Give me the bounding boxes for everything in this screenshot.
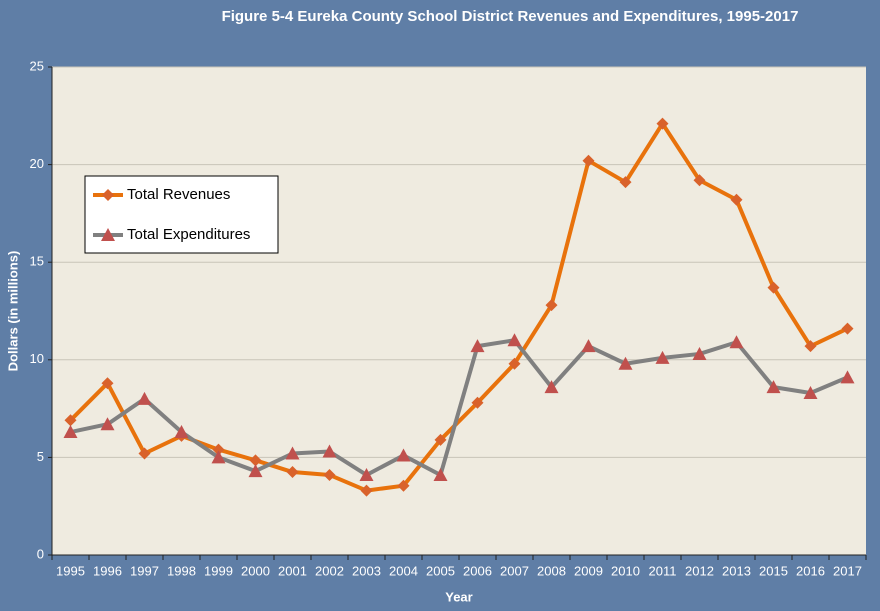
x-tick-label: 2013 xyxy=(722,563,751,578)
chart-title: Figure 5-4 Eureka County School District… xyxy=(222,8,799,25)
x-tick-label: 1999 xyxy=(204,563,233,578)
x-tick-label: 2015 xyxy=(759,563,788,578)
x-tick-label: 2012 xyxy=(685,563,714,578)
data-point xyxy=(766,380,781,394)
data-point xyxy=(286,466,299,479)
data-point xyxy=(803,385,818,399)
data-point xyxy=(211,450,226,464)
data-point xyxy=(730,193,743,206)
legend-marker xyxy=(102,189,114,201)
x-tick-label: 2009 xyxy=(574,563,603,578)
data-point xyxy=(471,396,484,409)
x-tick-label: 2008 xyxy=(537,563,566,578)
data-point xyxy=(63,425,78,439)
data-point xyxy=(545,299,558,312)
x-tick-label: 2003 xyxy=(352,563,381,578)
data-point xyxy=(544,380,559,394)
x-tick-label: 2005 xyxy=(426,563,455,578)
x-axis-label: Year xyxy=(445,589,472,604)
x-tick-label: 1995 xyxy=(56,563,85,578)
data-point xyxy=(64,414,77,427)
data-point xyxy=(507,333,522,347)
x-tick-label: 2010 xyxy=(611,563,640,578)
x-tick-label: 1997 xyxy=(130,563,159,578)
data-point xyxy=(433,467,448,481)
data-point xyxy=(693,174,706,187)
x-tick-label: 2002 xyxy=(315,563,344,578)
x-tick-label: 2016 xyxy=(796,563,825,578)
x-tick-label: 2011 xyxy=(649,563,677,578)
data-point xyxy=(840,370,855,384)
data-point xyxy=(101,377,114,390)
data-point xyxy=(508,357,521,370)
data-point xyxy=(692,346,707,360)
x-tick-label: 2004 xyxy=(389,563,418,578)
y-tick-label: 10 xyxy=(30,351,44,366)
y-tick-label: 5 xyxy=(37,449,44,464)
data-point xyxy=(212,443,225,456)
data-point xyxy=(804,340,817,353)
data-point xyxy=(767,281,780,294)
data-point xyxy=(322,444,337,458)
data-point xyxy=(360,484,373,497)
x-tick-label: 1996 xyxy=(93,563,122,578)
x-tick-label: 1998 xyxy=(167,563,196,578)
x-tick-label: 2006 xyxy=(463,563,492,578)
data-point xyxy=(323,468,336,481)
data-point xyxy=(396,448,411,462)
legend-box xyxy=(84,175,279,254)
data-point xyxy=(100,417,115,431)
data-point xyxy=(470,339,485,353)
data-point xyxy=(841,322,854,335)
data-point xyxy=(174,425,189,439)
data-point xyxy=(248,464,263,478)
data-point xyxy=(359,467,374,481)
data-point xyxy=(285,446,300,460)
y-tick-label: 15 xyxy=(30,254,44,269)
x-tick-label: 2017 xyxy=(833,563,862,578)
series-line xyxy=(70,338,849,477)
y-tick-label: 20 xyxy=(30,156,44,171)
data-point xyxy=(137,391,152,405)
data-point xyxy=(397,479,410,492)
plot-area xyxy=(52,67,866,555)
data-point xyxy=(619,176,632,189)
legend-label: Total Expenditures xyxy=(127,226,250,243)
data-point xyxy=(656,117,669,130)
y-tick-label: 25 xyxy=(30,58,44,73)
x-tick-label: 2000 xyxy=(241,563,270,578)
data-point xyxy=(434,433,447,446)
data-point xyxy=(138,447,151,460)
y-tick-label: 0 xyxy=(37,546,44,561)
data-point xyxy=(655,350,670,364)
data-point xyxy=(582,154,595,167)
x-tick-label: 2001 xyxy=(278,563,307,578)
legend-marker xyxy=(101,228,115,241)
data-point xyxy=(249,454,262,467)
legend-label: Total Revenues xyxy=(127,186,230,203)
y-axis-label: Dollars (in millions) xyxy=(5,251,20,372)
data-point xyxy=(581,339,596,353)
data-point xyxy=(618,356,633,370)
data-point xyxy=(729,335,744,349)
x-tick-label: 2007 xyxy=(500,563,529,578)
